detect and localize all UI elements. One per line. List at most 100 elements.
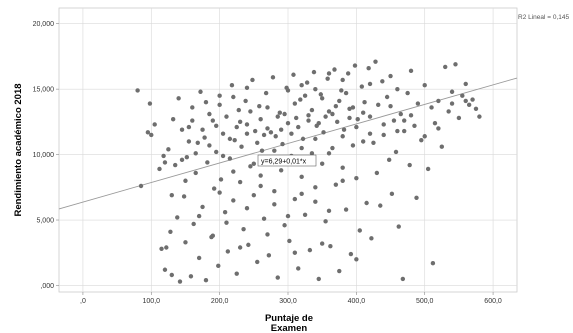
data-point-144: [395, 86, 400, 92]
data-point-64: [257, 103, 262, 109]
data-point-69: [265, 126, 270, 131]
data-point-235: [265, 232, 270, 237]
data-point-18: [177, 279, 183, 284]
data-point-35: [207, 111, 212, 117]
data-point-160: [432, 120, 438, 126]
data-point-192: [350, 105, 356, 110]
data-point-42: [218, 177, 224, 182]
data-point-147: [400, 276, 406, 282]
data-point-65: [258, 173, 263, 178]
data-point-173: [477, 114, 482, 119]
data-point-179: [292, 101, 298, 106]
data-point-92: [304, 80, 310, 85]
data-point-20: [181, 194, 187, 199]
data-point-23: [186, 124, 192, 130]
data-point-247: [244, 85, 250, 91]
y-tick-label-4: 20,000: [33, 21, 55, 28]
data-point-228: [285, 213, 291, 219]
data-point-157: [425, 166, 431, 172]
data-point-128: [366, 66, 371, 71]
data-point-84: [291, 72, 296, 77]
data-point-46: [225, 249, 231, 254]
data-point-13: [169, 272, 174, 278]
data-point-218: [354, 124, 359, 130]
data-point-185: [255, 140, 260, 145]
data-point-153: [414, 195, 419, 200]
data-point-99: [316, 276, 321, 282]
y-tick-label-1: 5,000: [36, 218, 54, 225]
data-point-137: [381, 132, 386, 138]
data-point-73: [272, 189, 277, 194]
data-point-186: [268, 130, 274, 135]
data-point-205: [207, 143, 212, 148]
data-point-256: [422, 134, 427, 139]
data-point-200: [316, 120, 321, 126]
data-point-103: [323, 219, 328, 224]
data-point-234: [237, 245, 243, 250]
data-point-119: [350, 143, 356, 148]
data-point-132: [373, 59, 378, 64]
data-point-232: [340, 178, 345, 183]
data-point-259: [463, 98, 468, 104]
x-tick-label-2: 200,0: [211, 298, 229, 305]
grid-lines: [59, 8, 517, 292]
x-tick-label-1: 100,0: [143, 298, 161, 305]
data-point-212: [272, 148, 277, 153]
data-point-250: [313, 86, 318, 92]
data-point-32: [202, 135, 207, 140]
data-points: [135, 59, 482, 284]
data-point-40: [216, 263, 221, 269]
regression-fit: [58, 77, 518, 210]
data-point-221: [395, 128, 400, 134]
data-point-28: [195, 140, 200, 145]
data-point-53: [237, 179, 243, 185]
x-tick-label-4: 400,0: [348, 298, 366, 305]
data-point-209: [179, 157, 185, 163]
data-point-140: [388, 73, 393, 79]
data-point-122: [355, 117, 360, 122]
data-point-116: [345, 71, 351, 76]
data-point-174: [258, 117, 263, 122]
data-point-254: [388, 103, 393, 109]
data-point-94: [307, 247, 313, 253]
data-point-208: [186, 139, 192, 144]
data-point-194: [234, 124, 239, 130]
data-point-229: [299, 191, 304, 197]
data-point-70: [266, 253, 272, 258]
data-point-246: [231, 94, 236, 100]
data-point-96: [311, 69, 317, 75]
data-point-204: [214, 123, 219, 128]
data-point-220: [381, 122, 386, 127]
data-point-134: [376, 102, 381, 108]
data-point-16: [175, 215, 180, 220]
data-point-19: [179, 127, 185, 132]
data-point-114: [341, 127, 347, 132]
data-point-170: [466, 102, 472, 108]
data-point-142: [391, 118, 397, 123]
data-point-225: [244, 206, 250, 211]
data-point-145: [396, 224, 401, 229]
data-point-101: [319, 161, 325, 166]
data-point-45: [224, 114, 229, 119]
data-point-91: [302, 212, 308, 217]
data-point-127: [364, 200, 369, 206]
data-point-240: [183, 178, 188, 183]
data-point-241: [169, 192, 174, 198]
data-point-195: [248, 109, 253, 114]
data-point-135: [378, 203, 383, 208]
data-point-106: [328, 243, 333, 249]
data-point-111: [337, 268, 342, 274]
data-point-178: [278, 127, 284, 132]
x-tick-label-6: 600,0: [484, 298, 502, 305]
data-point-22: [184, 155, 190, 160]
data-point-161: [436, 98, 441, 104]
data-point-143: [393, 149, 399, 155]
data-point-125: [360, 139, 366, 144]
data-point-183: [347, 115, 352, 121]
data-point-50: [232, 137, 237, 143]
data-point-37: [210, 118, 216, 123]
data-point-34: [205, 160, 210, 165]
data-point-182: [333, 103, 339, 109]
data-point-190: [323, 114, 328, 119]
